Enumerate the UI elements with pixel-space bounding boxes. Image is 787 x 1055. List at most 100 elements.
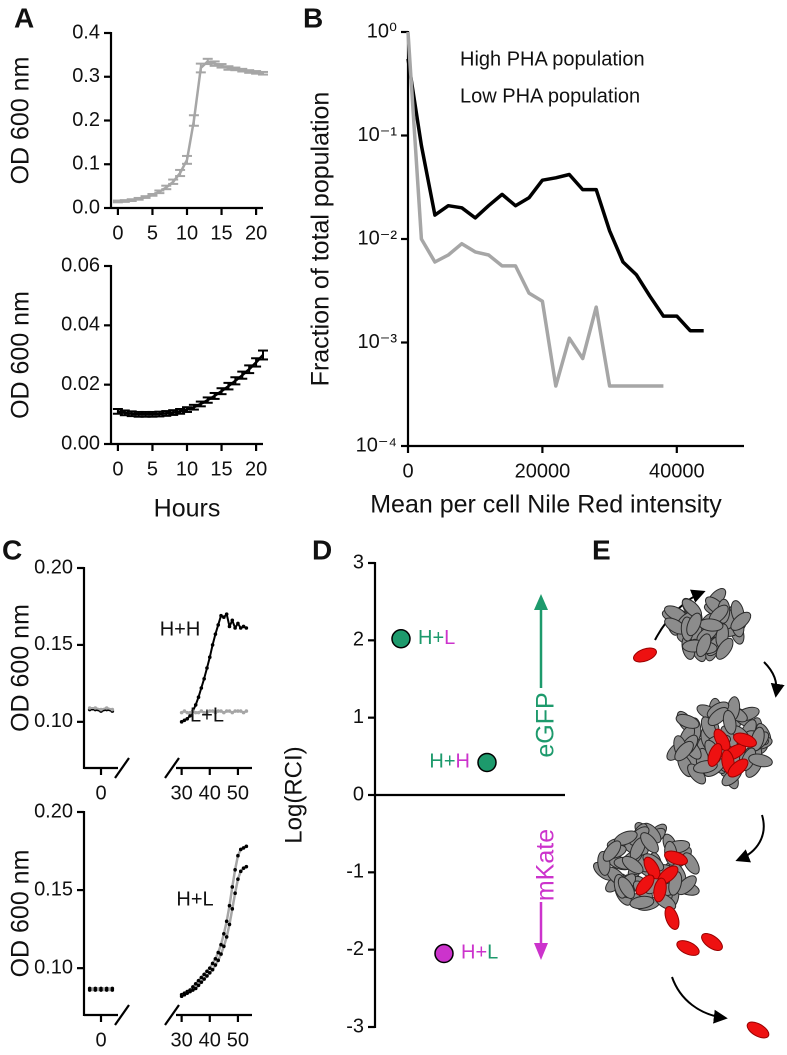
y-tick-label: 0.2	[72, 109, 100, 131]
arrow-label: eGFP	[532, 692, 560, 757]
data-point	[236, 622, 240, 626]
y-tick-label: 0.20	[34, 800, 73, 822]
y-tick-label: 0.0	[72, 196, 100, 218]
data-point	[99, 988, 103, 992]
data-point	[216, 959, 220, 963]
data-point	[236, 854, 240, 858]
x-tick-label: 30	[171, 782, 193, 804]
point-label-part: H	[456, 751, 470, 773]
point-label-part: +	[444, 751, 456, 773]
y-tick-label: 10⁻²	[358, 227, 398, 249]
x-tick-label: 0	[95, 782, 106, 804]
data-point	[194, 987, 198, 991]
data-point	[222, 615, 226, 619]
error-bar	[182, 156, 192, 164]
x-tick-label: 0	[112, 458, 123, 480]
data-line	[118, 61, 263, 201]
arrow-head	[534, 594, 548, 610]
red-cell	[699, 930, 726, 954]
point-label-part: +	[432, 627, 444, 649]
data-point	[228, 923, 232, 927]
x-tick-label: 5	[147, 458, 158, 480]
x-tick-label: 0	[95, 1029, 106, 1050]
data-point	[230, 619, 234, 623]
x-tick-label: 0	[112, 222, 123, 244]
data-point	[478, 754, 496, 772]
y-tick-label: -1	[346, 861, 364, 883]
x-tick-label: 30	[171, 1029, 193, 1050]
y-tick-label: 0.06	[61, 254, 100, 276]
legend-label: Low PHA population	[460, 85, 640, 107]
x-tick-label: 40000	[649, 460, 705, 482]
data-point	[245, 845, 249, 849]
y-tick-label: 3	[353, 551, 364, 573]
data-point	[225, 920, 229, 924]
panel-letter: E	[592, 534, 611, 565]
x-tick-label: 10	[176, 222, 198, 244]
data-point	[245, 709, 249, 713]
y-axis-label: OD 600 nm	[7, 291, 35, 419]
data-point	[208, 655, 212, 659]
y-axis-label: OD 600 nm	[7, 57, 35, 185]
data-point	[392, 630, 410, 648]
data-point	[219, 952, 223, 956]
data-point	[197, 695, 201, 699]
point-label-part: H	[418, 627, 432, 649]
y-tick-label: 0.10	[34, 710, 73, 732]
x-tick-label: 10	[176, 458, 198, 480]
arrow-label: mKate	[532, 829, 560, 901]
error-bar	[168, 180, 178, 184]
x-tick-label: 50	[227, 1029, 249, 1050]
data-point	[200, 686, 204, 690]
series-label: H+H	[160, 618, 201, 640]
y-tick-label: 10⁰	[367, 20, 397, 42]
x-tick-label: 50	[227, 782, 249, 804]
error-bar	[147, 194, 157, 196]
data-point	[214, 632, 218, 636]
data-point	[230, 907, 234, 911]
y-tick-label: 0.20	[34, 556, 73, 578]
error-bar	[189, 115, 199, 126]
data-point	[228, 625, 232, 629]
red-cell	[675, 937, 702, 958]
diagram: E	[590, 534, 776, 1041]
data-point	[216, 623, 220, 627]
point-label-part: H	[429, 751, 443, 773]
panel-letter: A	[14, 2, 34, 33]
data-line	[90, 846, 247, 994]
y-tick-label: 0	[353, 783, 364, 805]
data-point	[214, 963, 218, 967]
data-point	[211, 643, 215, 647]
x-axis-label: Hours	[154, 495, 221, 523]
panel-letter: C	[2, 534, 22, 565]
arrow	[764, 662, 777, 695]
x-tick-label: 20	[245, 458, 267, 480]
data-point	[245, 865, 249, 869]
x-tick-label: 40	[199, 1029, 221, 1050]
data-point	[205, 974, 209, 978]
red-cell	[745, 1019, 772, 1041]
y-tick-label: 2	[353, 629, 364, 651]
y-axis-label: OD 600 nm	[7, 604, 35, 732]
x-tick-label: 5	[147, 222, 158, 244]
data-point	[94, 988, 98, 992]
y-axis-label: Log(RCI)	[280, 746, 307, 843]
y-tick-label: 0.04	[61, 314, 100, 336]
y-tick-label: 10⁻³	[358, 331, 398, 353]
point-label: H+H	[429, 751, 470, 773]
point-label: H+L	[418, 627, 455, 649]
error-bar	[175, 170, 185, 176]
data-point	[105, 706, 109, 710]
data-point	[239, 870, 243, 874]
data-point	[111, 708, 115, 712]
data-point	[205, 666, 209, 670]
data-line	[90, 867, 247, 997]
x-tick-label: 20	[245, 222, 267, 244]
arrow	[672, 977, 725, 1018]
y-axis-label: Fraction of total population	[307, 92, 335, 387]
y-tick-label: 0.02	[61, 373, 100, 395]
data-point	[233, 891, 237, 895]
panel-letter: B	[303, 2, 323, 33]
